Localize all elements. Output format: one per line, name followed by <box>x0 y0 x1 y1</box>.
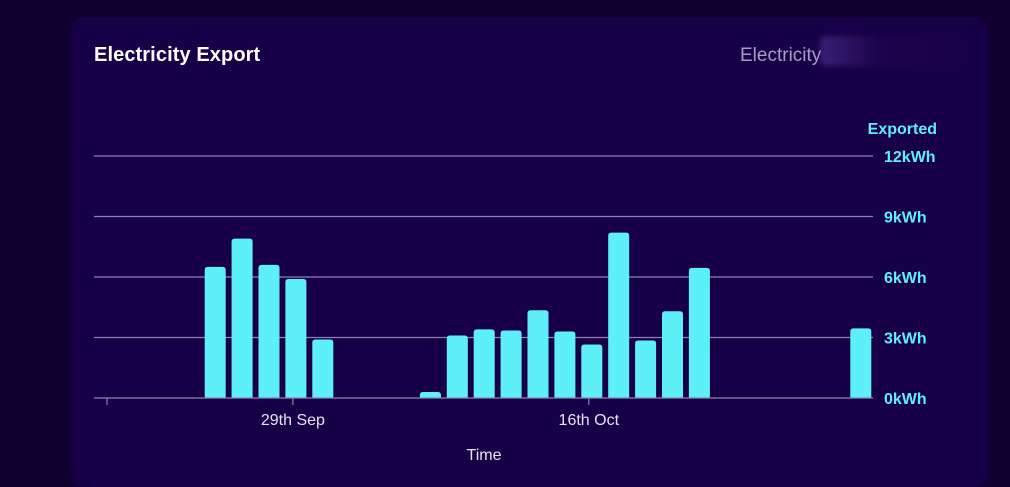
y-tick-label: 9kWh <box>884 210 927 227</box>
bar[interactable] <box>688 267 710 398</box>
bar[interactable] <box>285 279 307 398</box>
bar[interactable] <box>581 344 603 398</box>
bar[interactable] <box>554 331 576 398</box>
bar[interactable] <box>258 264 280 398</box>
export-bar-chart: 0kWh 3kWh 6kWh 9kWh 12kWh 29th Sep 16th Oct E… <box>94 121 937 464</box>
y-tick-label: 0kWh <box>884 391 927 408</box>
chart-card <box>71 17 988 487</box>
y-axis-title: Exported <box>868 121 937 138</box>
y-tick-label: 6kWh <box>884 270 927 287</box>
bar[interactable] <box>204 266 226 398</box>
chart-subtitle: Electricity <box>740 45 822 66</box>
x-axis-title: Time <box>467 447 502 464</box>
bar[interactable] <box>850 328 872 398</box>
bar[interactable] <box>500 330 522 398</box>
y-tick-label: 12kWh <box>884 149 936 166</box>
x-tick-label: 16th Oct <box>559 412 620 429</box>
bar[interactable] <box>446 335 468 398</box>
chart-title: Electricity Export <box>94 44 261 66</box>
redacted-subtitle-overlay <box>820 36 972 66</box>
bar[interactable] <box>231 238 253 398</box>
bar[interactable] <box>608 232 630 398</box>
bar[interactable] <box>419 391 441 398</box>
bar[interactable] <box>635 340 657 398</box>
bar[interactable] <box>312 339 334 398</box>
bars <box>204 232 872 398</box>
y-tick-label: 3kWh <box>884 331 927 348</box>
y-axis-ticks: 0kWh 3kWh 6kWh 9kWh 12kWh <box>884 149 936 408</box>
x-axis: 29th Sep 16th Oct <box>94 397 873 429</box>
bar[interactable] <box>527 310 549 398</box>
bar[interactable] <box>473 329 495 398</box>
x-tick-label: 29th Sep <box>261 412 325 429</box>
bar[interactable] <box>662 311 683 398</box>
